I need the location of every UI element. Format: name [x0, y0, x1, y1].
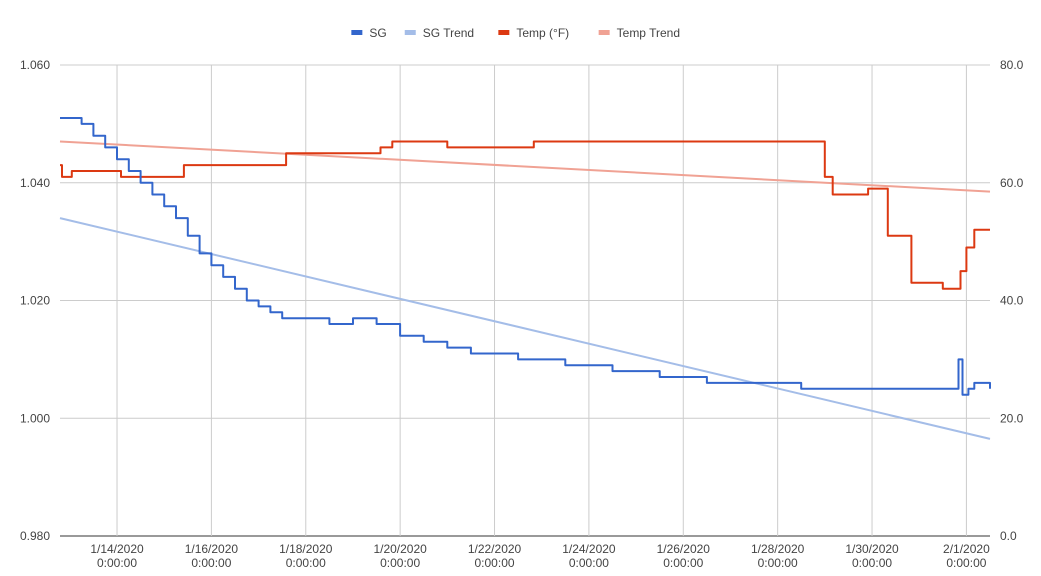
right-y-tick-label: 20.0 — [1000, 411, 1024, 425]
chart-grid — [60, 64, 990, 537]
right-y-axis: 80.0 60.0 40.0 20.0 0.0 — [1000, 58, 1024, 543]
left-y-tick-label: 1.060 — [20, 58, 50, 72]
left-y-tick-label: 1.040 — [20, 176, 50, 190]
x-axis: 1/14/20200:00:001/16/20200:00:001/18/202… — [90, 542, 990, 570]
x-tick-label-time: 0:00:00 — [852, 556, 892, 570]
legend-label-temp-trend: Temp Trend — [617, 26, 680, 40]
x-tick-label-date: 1/24/2020 — [562, 542, 616, 556]
legend-swatch-sg-trend — [404, 30, 416, 35]
x-tick-label-time: 0:00:00 — [191, 556, 231, 570]
left-y-tick-label: 1.000 — [20, 411, 50, 425]
series-line-temp-trend — [59, 140, 991, 193]
x-tick-label-date: 1/30/2020 — [845, 542, 899, 556]
left-y-tick-label: 0.980 — [20, 529, 50, 543]
x-tick-label-time: 0:00:00 — [663, 556, 703, 570]
series-line-temp-f — [60, 140, 990, 290]
right-y-tick-label: 0.0 — [1000, 529, 1017, 543]
right-y-tick-label: 60.0 — [1000, 176, 1024, 190]
left-y-axis: 1.060 1.040 1.020 1.000 0.980 — [20, 58, 50, 543]
x-tick-label-date: 1/22/2020 — [468, 542, 522, 556]
x-tick-label-date: 2/1/2020 — [943, 542, 990, 556]
legend-label-sg: SG — [369, 26, 386, 40]
x-tick-label-time: 0:00:00 — [286, 556, 326, 570]
x-tick-label-time: 0:00:00 — [946, 556, 986, 570]
chart-series — [59, 117, 991, 440]
x-tick-label-time: 0:00:00 — [569, 556, 609, 570]
left-y-tick-label: 1.020 — [20, 294, 50, 308]
x-tick-label-date: 1/26/2020 — [657, 542, 711, 556]
right-y-tick-label: 40.0 — [1000, 294, 1024, 308]
series-line-sg — [60, 117, 991, 396]
legend-label-sg-trend: SG Trend — [423, 26, 474, 40]
x-tick-label-date: 1/16/2020 — [185, 542, 239, 556]
legend-swatch-temp-trend — [598, 30, 610, 35]
x-tick-label-time: 0:00:00 — [758, 556, 798, 570]
x-tick-label-time: 0:00:00 — [97, 556, 137, 570]
x-tick-label-date: 1/28/2020 — [751, 542, 805, 556]
x-tick-label-date: 1/20/2020 — [373, 542, 427, 556]
legend-label-temp-f: Temp (°F) — [516, 26, 569, 40]
legend-swatch-sg — [351, 30, 363, 35]
chart-legend: SG SG Trend Temp (°F) Temp Trend — [351, 26, 680, 40]
series-line-sg-trend — [59, 217, 991, 440]
x-tick-label-date: 1/14/2020 — [90, 542, 144, 556]
legend-swatch-temp-f — [498, 30, 510, 35]
x-tick-label-time: 0:00:00 — [475, 556, 515, 570]
x-tick-label-date: 1/18/2020 — [279, 542, 333, 556]
x-tick-label-time: 0:00:00 — [380, 556, 420, 570]
right-y-tick-label: 80.0 — [1000, 58, 1024, 72]
